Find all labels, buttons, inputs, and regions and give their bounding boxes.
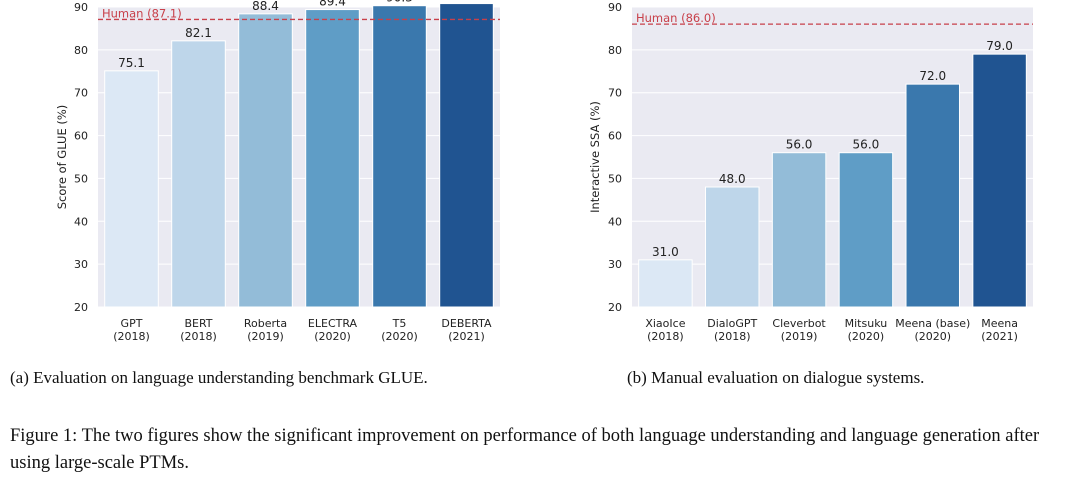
x-category-label: DialoGPT: [707, 317, 757, 330]
bar-value-label: 56.0: [786, 138, 813, 152]
bar-value-label: 90.3: [386, 0, 413, 5]
x-category-label: Roberta: [244, 317, 287, 330]
human-reference-label: Human (86.0): [636, 11, 716, 25]
subcaption-a: (a) Evaluation on language understanding…: [10, 368, 428, 387]
bar-value-label: 75.1: [118, 56, 145, 70]
x-category-label: DEBERTA: [441, 317, 492, 330]
plot-background: [632, 7, 1033, 307]
y-tick-label: 40: [74, 215, 88, 228]
bar-value-label: 82.1: [185, 26, 212, 40]
y-tick-label: 30: [608, 258, 622, 271]
bar: [771, 152, 827, 308]
bar: [972, 53, 1027, 308]
y-axis-label: Interactive SSA (%): [588, 101, 602, 213]
bar: [838, 152, 894, 308]
y-tick-label: 40: [608, 215, 622, 228]
bar-value-label: 88.4: [252, 0, 279, 13]
x-category-year: (2020): [914, 330, 951, 343]
x-category-label: Meena: [981, 317, 1018, 330]
subcaption-b: (b) Manual evaluation on dialogue system…: [627, 368, 925, 387]
y-tick-label: 70: [74, 87, 88, 100]
x-category-year: (2021): [981, 330, 1018, 343]
x-category-label: Cleverbot: [772, 317, 826, 330]
x-category-year: (2020): [314, 330, 351, 343]
bar: [305, 9, 360, 308]
y-tick-label: 30: [74, 258, 88, 271]
ssa-bar-chart: 20 30 40 50 60 70 80 90 Interactive SSA (%) 31.0 X…: [588, 1, 1033, 343]
y-tick-label: 80: [608, 44, 622, 57]
bar: [638, 259, 693, 308]
bar: [439, 3, 494, 308]
bar-value-label: 89.4: [319, 0, 346, 9]
y-tick-label: 20: [74, 301, 88, 314]
x-category-label: T5: [392, 317, 407, 330]
glue-bar-chart: 20 30 40 50 60 70 80 90 Score of GLUE (%) 75.1 GPT…: [55, 0, 500, 343]
x-category-label: Meena (base): [895, 317, 970, 330]
bar: [905, 83, 960, 308]
y-tick-label: 70: [608, 87, 622, 100]
y-tick-label: 60: [74, 130, 88, 143]
y-tick-label: 60: [608, 130, 622, 143]
bar: [372, 5, 427, 308]
x-category-year: (2018): [113, 330, 150, 343]
x-category-year: (2020): [381, 330, 418, 343]
bar-value-label: 48.0: [719, 172, 746, 186]
x-category-year: (2018): [180, 330, 217, 343]
x-category-year: (2020): [848, 330, 885, 343]
y-tick-label: 90: [74, 1, 88, 14]
bar-value-label: 72.0: [919, 69, 946, 83]
bar: [104, 70, 159, 308]
plot-background: [98, 7, 500, 307]
y-tick-label: 50: [74, 172, 88, 185]
bar: [171, 40, 226, 308]
x-category-year: (2018): [714, 330, 751, 343]
bar-value-label: 31.0: [652, 245, 679, 259]
x-category-label: XiaoIce: [645, 317, 685, 330]
bar-value-label: 90.8: [453, 0, 480, 3]
x-category-label: Mitsuku: [845, 317, 888, 330]
y-tick-label: 20: [608, 301, 622, 314]
x-category-year: (2019): [247, 330, 284, 343]
bar: [705, 186, 760, 308]
x-category-label: GPT: [121, 317, 143, 330]
y-tick-label: 90: [608, 1, 622, 14]
bar-value-label: 56.0: [853, 138, 880, 152]
x-category-year: (2021): [448, 330, 485, 343]
figure-caption: Figure 1: The two figures show the signi…: [10, 426, 1040, 473]
x-category-label: ELECTRA: [308, 317, 358, 330]
y-tick-label: 50: [608, 172, 622, 185]
x-category-year: (2018): [647, 330, 684, 343]
human-reference-label: Human (87.1): [102, 6, 182, 20]
x-category-year: (2019): [781, 330, 818, 343]
y-tick-label: 80: [74, 44, 88, 57]
bar-value-label: 79.0: [986, 39, 1013, 53]
bar: [238, 13, 293, 308]
y-axis-label: Score of GLUE (%): [55, 105, 69, 210]
x-category-label: BERT: [184, 317, 212, 330]
